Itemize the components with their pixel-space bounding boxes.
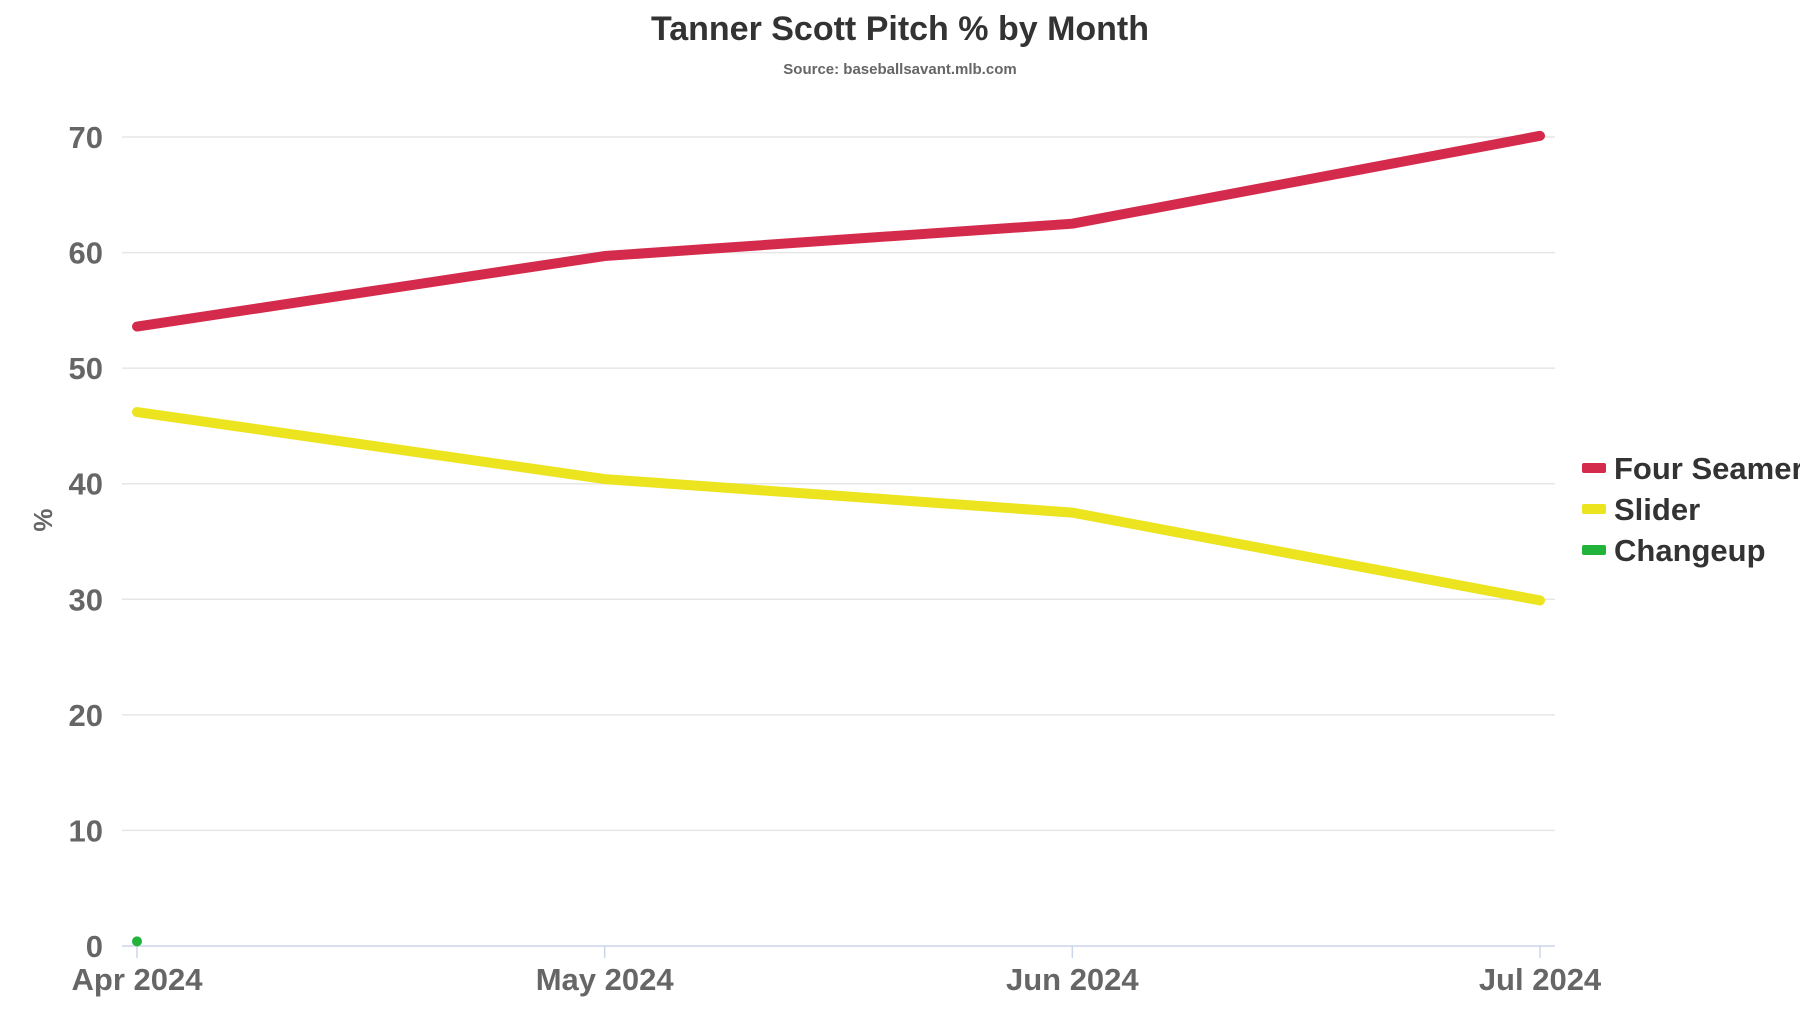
y-tick-label: 10 (69, 813, 103, 848)
legend-item-slider[interactable]: Slider (1582, 492, 1700, 527)
series-four-seamer (132, 130, 1545, 332)
y-tick-label: 40 (69, 467, 103, 502)
y-axis-title: % (28, 508, 58, 531)
legend-label: Four Seamer (1614, 451, 1800, 486)
y-tick-label: 70 (69, 120, 103, 155)
y-tick-label: 0 (86, 929, 103, 964)
x-tick-label: Jul 2024 (1479, 962, 1602, 997)
y-tick-label: 20 (69, 698, 103, 733)
x-tick-label: May 2024 (536, 962, 675, 997)
gridlines (122, 136, 1555, 832)
legend: Four Seamer Slider Changeup (1582, 451, 1800, 568)
y-tick-label: 50 (69, 351, 103, 386)
series-slider (132, 407, 1545, 606)
legend-item-four-seamer[interactable]: Four Seamer (1582, 451, 1800, 486)
legend-label: Slider (1614, 492, 1700, 527)
legend-label: Changeup (1614, 533, 1766, 568)
chart-title: Tanner Scott Pitch % by Month (651, 10, 1149, 48)
legend-swatch (1582, 545, 1606, 555)
x-axis-tick-labels: Apr 2024 May 2024 Jun 2024 Jul 2024 (72, 962, 1602, 997)
legend-item-changeup[interactable]: Changeup (1582, 533, 1766, 568)
y-tick-label: 30 (69, 582, 103, 617)
y-tick-label: 60 (69, 236, 103, 271)
series-line-four-seamer (132, 130, 1545, 332)
x-axis (122, 945, 1555, 958)
chart-subtitle: Source: baseballsavant.mlb.com (783, 61, 1016, 78)
legend-swatch (1582, 463, 1606, 473)
data-point-changeup (132, 936, 142, 947)
series-line-slider (132, 407, 1545, 606)
y-axis-tick-labels: 0 10 20 30 40 50 60 70 (69, 120, 103, 964)
legend-swatch (1582, 504, 1606, 514)
x-tick-label: Apr 2024 (72, 962, 204, 997)
series-lines (132, 130, 1545, 947)
x-tick-label: Jun 2024 (1006, 962, 1139, 997)
series-changeup (132, 936, 142, 947)
